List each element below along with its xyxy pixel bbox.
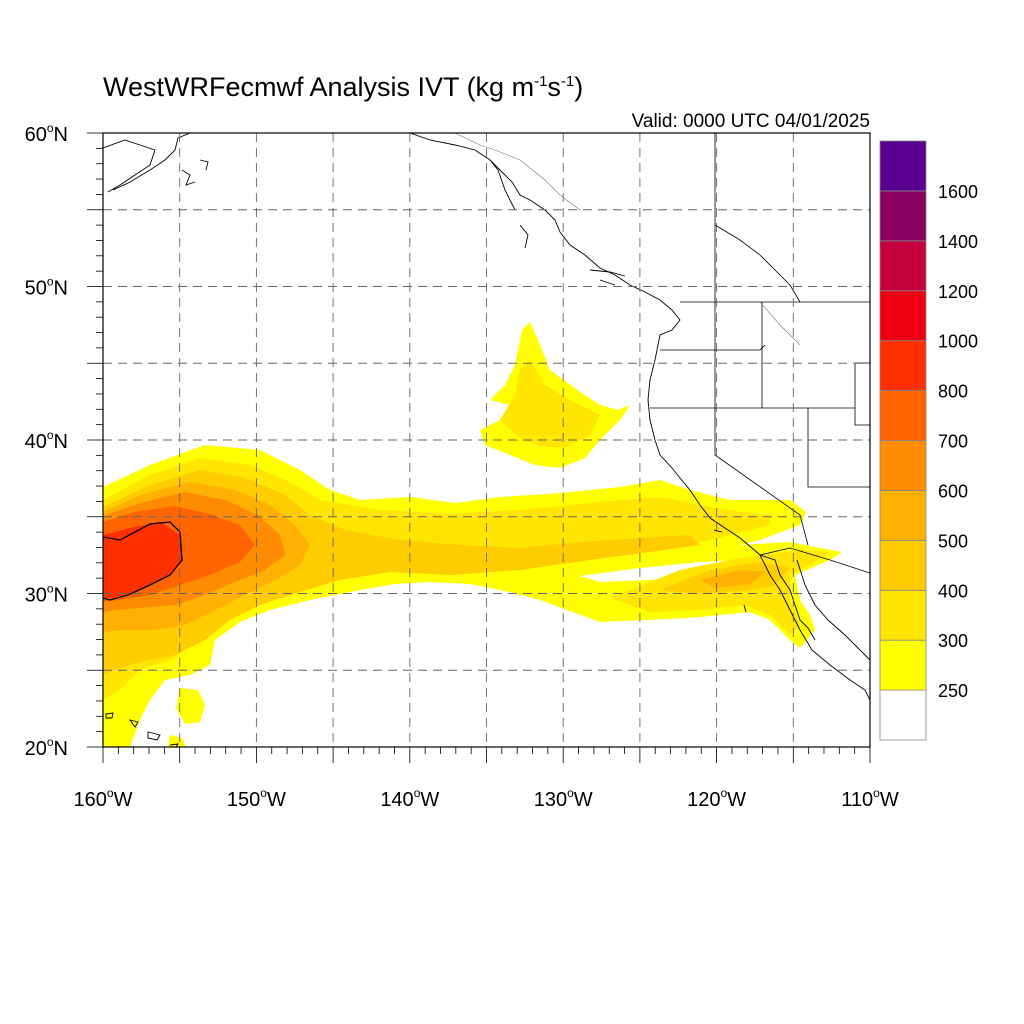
colorbar-swatch — [879, 689, 927, 741]
colorbar-label: 1400 — [938, 232, 978, 252]
lon-tick-label: 110oW — [841, 786, 899, 811]
coast-islands — [489, 159, 626, 286]
state-borders — [650, 133, 870, 574]
coastlines — [103, 133, 870, 747]
colorbar-label: 1200 — [938, 282, 978, 302]
ivt-contour — [103, 521, 183, 601]
ivt-field — [103, 322, 842, 747]
colorbar-swatch — [879, 140, 927, 192]
lat-lon-grid — [103, 133, 870, 747]
alaska-islands — [181, 159, 209, 186]
colorbar-swatch — [879, 440, 927, 491]
colorbar-swatch — [879, 639, 927, 691]
colorbar-label: 400 — [938, 581, 968, 601]
colorbar-label: 300 — [938, 631, 968, 651]
channel-islands — [713, 529, 747, 613]
colorbar-swatch — [879, 340, 927, 391]
lon-tick-label: 130oW — [534, 786, 593, 811]
colorbar-swatch — [879, 539, 927, 591]
lon-tick-label: 120oW — [687, 786, 746, 811]
lat-tick-label: 50oN — [25, 275, 68, 300]
lat-tick-label: 40oN — [25, 428, 68, 453]
lat-tick-label: 60oN — [25, 121, 68, 146]
colorbar-label: 600 — [938, 481, 968, 501]
colorbar-label: 800 — [938, 382, 968, 402]
colorbar-swatch — [879, 589, 927, 641]
valid-time-label: Valid: 0000 UTC 04/01/2025 — [631, 111, 870, 132]
lat-tick-label: 30oN — [25, 582, 68, 607]
lat-tick-label: 20oN — [25, 735, 68, 760]
lon-tick-label: 150oW — [227, 786, 286, 811]
map-title: WestWRFecmwf Analysis IVT (kg m-1s-1) — [103, 72, 584, 102]
ivt-250-pocket — [176, 688, 205, 724]
colorbar-swatch — [879, 190, 927, 242]
ivt-800-region — [103, 522, 183, 598]
colorbar-label: 700 — [938, 432, 968, 452]
colorbar: 250 300 400 500 600 700 800 1000 1200 1400 1600 — [879, 140, 978, 741]
gulf-coast — [796, 559, 870, 661]
minor-ticks — [87, 132, 871, 763]
colorbar-label: 250 — [938, 681, 968, 701]
colorbar-swatch — [879, 490, 927, 541]
colorbar-swatch — [879, 390, 927, 441]
ivt-250-pocket — [168, 735, 186, 747]
colorbar-swatch — [879, 290, 927, 342]
colorbar-swatch — [879, 240, 927, 292]
baja-coast — [759, 554, 870, 701]
lon-tick-label: 140oW — [380, 786, 439, 811]
lat-tick-labels: 60oN 50oN 40oN 30oN 20oN — [25, 121, 68, 760]
ivt-gap — [580, 560, 740, 582]
north-coast — [409, 133, 816, 641]
alaska-coast — [103, 133, 191, 193]
ivt-300-hook — [500, 360, 600, 448]
colorbar-label: 1600 — [938, 182, 978, 202]
colorbar-label: 500 — [938, 531, 968, 551]
plot-frame — [102, 132, 871, 748]
lon-tick-labels: 160oW 150oW 140oW 130oW 120oW 110oW — [74, 786, 899, 811]
colorbar-label: 1000 — [938, 332, 978, 352]
lon-tick-label: 160oW — [74, 786, 133, 811]
hawaii — [105, 712, 179, 747]
